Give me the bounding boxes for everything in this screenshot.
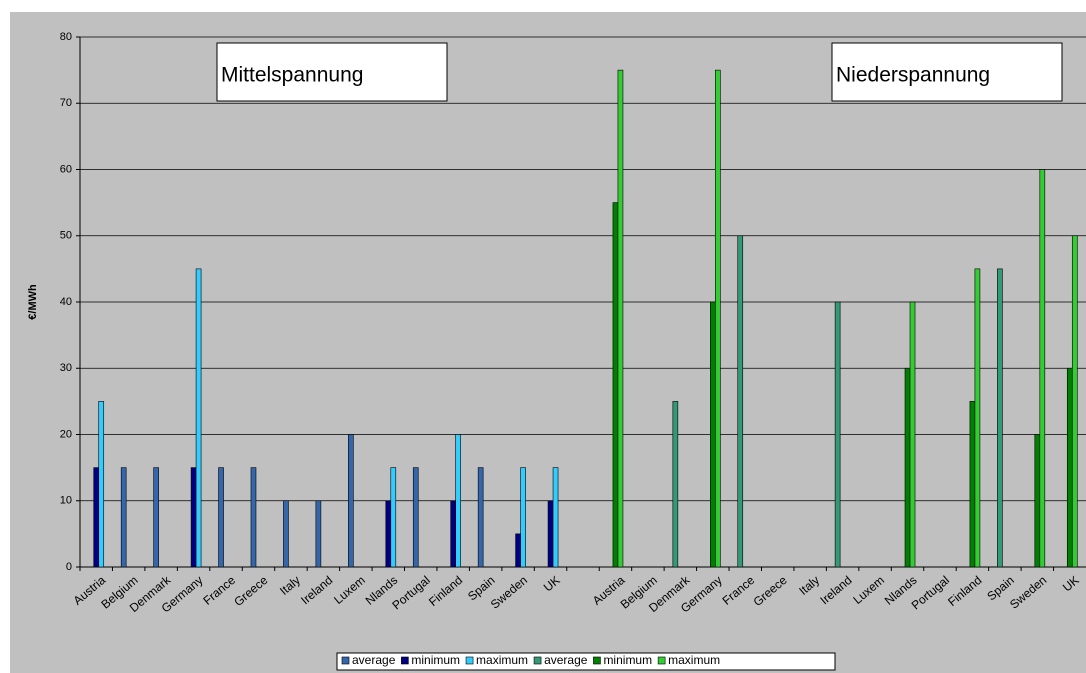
bar — [515, 533, 521, 568]
bar — [153, 467, 159, 568]
legend-swatch — [657, 656, 666, 665]
bar — [218, 467, 224, 568]
y-tick-label: 60 — [60, 163, 72, 175]
bar — [93, 467, 100, 568]
chart-background — [10, 12, 1086, 673]
bar — [450, 500, 456, 568]
bar — [477, 467, 484, 568]
annotation: Mittelspannung — [221, 64, 363, 87]
bar — [909, 301, 916, 568]
bar — [455, 434, 461, 568]
bar — [195, 268, 202, 568]
y-tick-label: 10 — [60, 495, 72, 507]
bar — [520, 467, 526, 568]
y-tick-label: 30 — [60, 362, 72, 374]
legend-label: minimum — [603, 653, 652, 667]
bar — [315, 500, 322, 568]
y-tick-label: 40 — [60, 296, 72, 308]
legend — [336, 652, 836, 671]
bar — [547, 500, 554, 568]
bar — [1071, 235, 1078, 568]
bar — [974, 268, 981, 568]
legend-swatch — [593, 656, 601, 665]
bar — [190, 467, 197, 568]
bar — [612, 202, 619, 568]
bar — [715, 69, 721, 568]
bar — [1039, 169, 1046, 568]
bar — [672, 401, 679, 568]
bar — [552, 467, 559, 568]
legend-label: minimum — [411, 653, 460, 667]
legend-label: average — [544, 653, 588, 667]
bar — [390, 467, 397, 568]
bar — [1066, 367, 1073, 568]
bar — [710, 301, 716, 568]
y-axis-label: €/MWh — [27, 284, 39, 320]
y-tick-label: 70 — [60, 97, 72, 109]
bar — [385, 500, 392, 568]
legend-swatch — [533, 656, 542, 665]
y-tick-label: 50 — [60, 230, 72, 242]
y-tick-label: 0 — [66, 561, 72, 573]
legend-label: maximum — [668, 653, 720, 667]
bar — [997, 268, 1003, 568]
bar — [904, 367, 911, 568]
bar — [250, 467, 257, 568]
legend-label: average — [352, 653, 396, 667]
bar — [969, 401, 976, 568]
annotation: Niederspannung — [836, 64, 990, 87]
bar — [283, 500, 289, 568]
bar — [1034, 434, 1041, 568]
y-tick-label: 80 — [60, 31, 72, 43]
legend-swatch — [465, 656, 474, 665]
bar — [737, 235, 744, 568]
bar — [120, 467, 127, 568]
legend-swatch — [401, 656, 409, 665]
bar — [834, 301, 841, 568]
bar — [348, 434, 354, 568]
legend-swatch — [341, 656, 350, 665]
annotation-box — [831, 42, 1063, 102]
bar — [617, 69, 624, 568]
bar — [412, 467, 419, 568]
annotation-box — [216, 42, 448, 102]
y-tick-label: 20 — [60, 428, 72, 440]
bar — [98, 401, 105, 568]
legend-label: maximum — [476, 653, 528, 667]
